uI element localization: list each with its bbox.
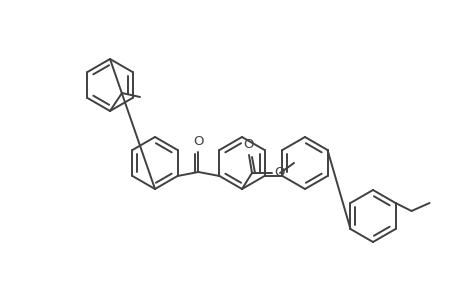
Text: O: O	[274, 167, 284, 179]
Text: O: O	[193, 135, 203, 148]
Text: O: O	[243, 138, 254, 151]
